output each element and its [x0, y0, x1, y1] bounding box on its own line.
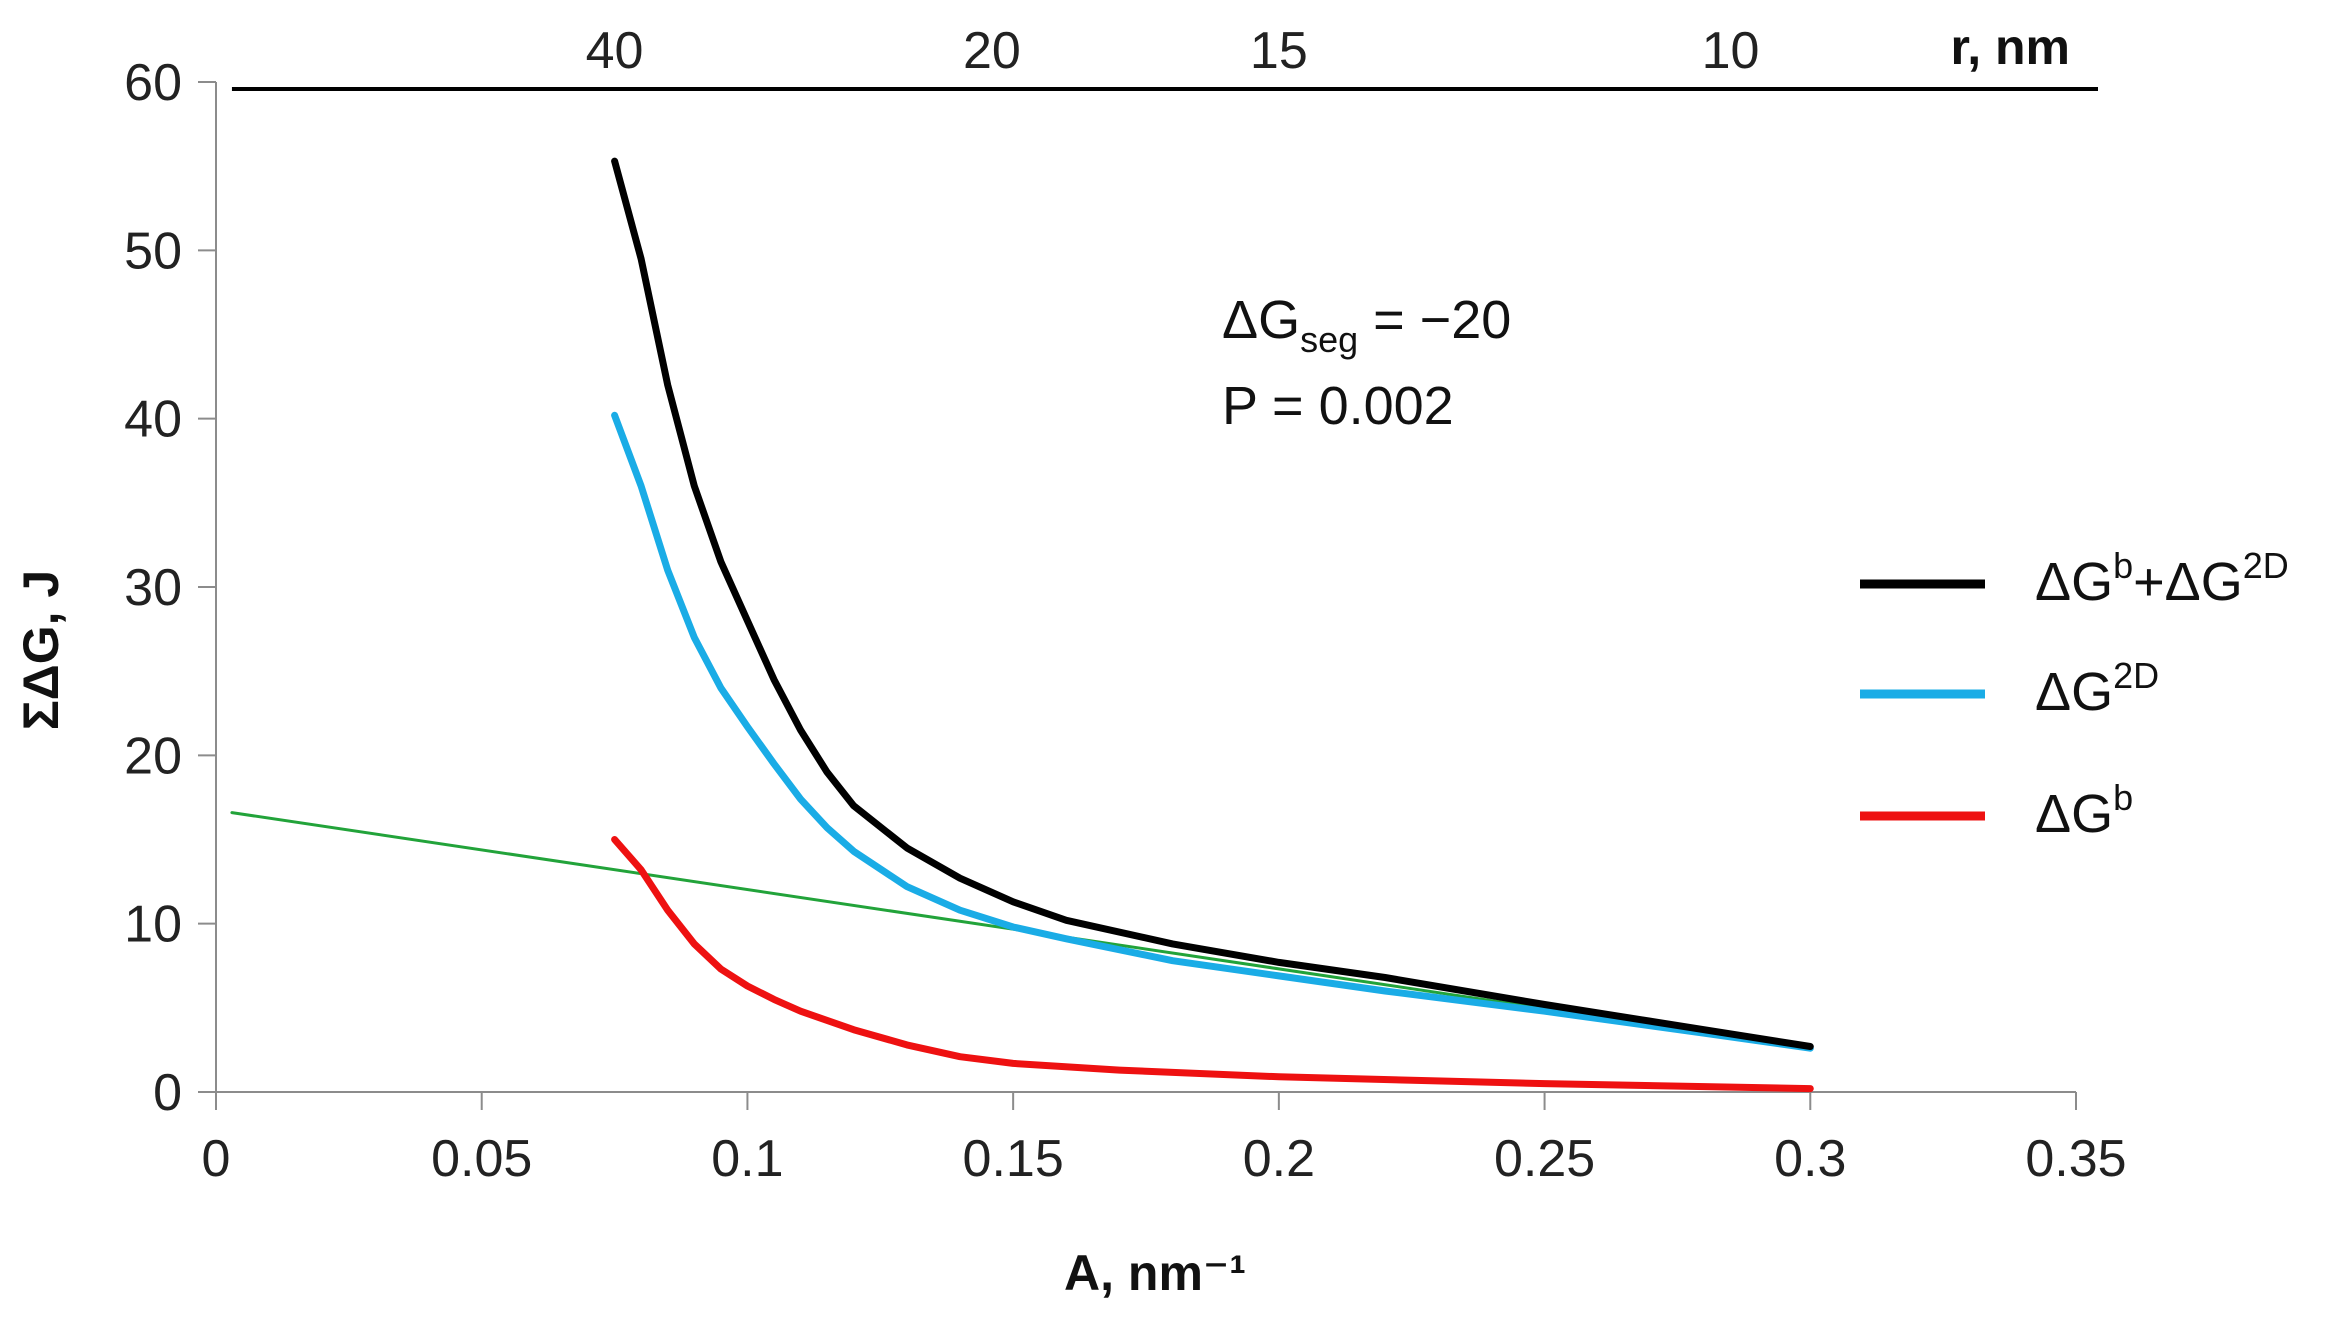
y-tick-label: 60: [124, 54, 182, 112]
x-tick-label: 0.1: [711, 1130, 783, 1188]
legend-label-b: ΔGb: [2035, 777, 2133, 844]
annotation-sub: seg: [1300, 319, 1358, 360]
top-tick-label: 15: [1250, 22, 1308, 80]
x-tick-label: 0.05: [431, 1130, 532, 1188]
annotation-line-2: P = 0.002: [1222, 376, 1454, 436]
x-tick-label: 0.2: [1243, 1130, 1315, 1188]
axes: 0 10 20 30 40 50 60 0 0.05 0.1 0.15 0.2 0.25 0.3 0.35 4…: [124, 22, 2126, 1188]
y-tick-label: 0: [153, 1064, 182, 1122]
y-tick-label: 30: [124, 559, 182, 617]
top-tick-label: 10: [1702, 22, 1760, 80]
y-tick-label: 10: [124, 896, 182, 954]
x-tick-label: 0.3: [1774, 1130, 1846, 1188]
annotation-main: ΔG: [1222, 290, 1300, 350]
legend-label-total: ΔGb+ΔG2D: [2035, 545, 2289, 612]
x-tick-label: 0: [202, 1130, 231, 1188]
x-tick-label: 0.15: [963, 1130, 1064, 1188]
top-axis-title: r, nm: [1951, 19, 2070, 75]
series-total: [611, 157, 1814, 1050]
series-b: [611, 836, 1814, 1093]
y-tick-label: 20: [124, 727, 182, 785]
x-tick-label: 0.25: [1494, 1130, 1595, 1188]
top-tick-label: 40: [586, 22, 644, 80]
annotation-rest: = −20: [1358, 290, 1511, 350]
x-axis-title: A, nm⁻¹: [1064, 1245, 1246, 1301]
y-tick-label: 50: [124, 222, 182, 280]
y-axis-title: ΣΔG, J: [13, 570, 69, 730]
x-tick-label: 0.35: [2025, 1130, 2126, 1188]
series-layer: [230, 157, 1814, 1093]
legend-label-2d: ΔG2D: [2035, 655, 2159, 722]
annotation: ΔGseg = −20 P = 0.002: [1222, 290, 1511, 436]
y-tick-label: 40: [124, 391, 182, 449]
annotation-line-1: ΔGseg = −20: [1222, 290, 1511, 360]
series-2d: [611, 411, 1814, 1052]
legend: ΔGb+ΔG2D ΔG2D ΔGb: [1860, 545, 2289, 844]
top-tick-label: 20: [963, 22, 1021, 80]
